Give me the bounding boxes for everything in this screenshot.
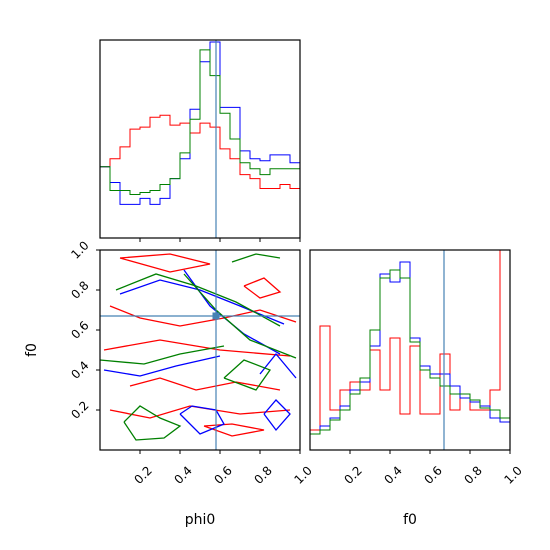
- contour-blue-3: [179, 405, 225, 435]
- contour-green-2: [99, 345, 225, 365]
- contour-green-4: [223, 359, 272, 391]
- histogram-phi0-panel: [99, 39, 301, 242]
- truth-marker: [212, 312, 220, 320]
- hist-phi0-red-step-line: [100, 114, 300, 189]
- y-axis-label-f0: f0: [24, 343, 40, 357]
- contour-red-1: [103, 339, 291, 357]
- phi0-f0-contour-panel: 0.2 0.4 0.6 0.8 1.0 0.2 0.4 0.6 0.8 1.0: [68, 238, 315, 487]
- histogram-f0-panel: 0.2 0.4 0.6 0.8 1.0: [309, 249, 525, 487]
- hist-phi0-green-step-line: [100, 49, 300, 195]
- f0-x-tick-label: 1.0: [501, 463, 524, 486]
- hist-f0-frame: [309, 249, 511, 451]
- f0-x-tick-label: 0.4: [381, 463, 404, 486]
- phi0-x-tick-label: 1.0: [291, 463, 314, 486]
- contour-red-5: [203, 423, 265, 437]
- hist-f0-red-step-line: [310, 249, 510, 431]
- phi0-x-tick-label: 0.8: [251, 463, 274, 486]
- x-axis-label-f0: f0: [403, 512, 417, 528]
- phi0-x-tick-label: 0.6: [211, 463, 234, 486]
- phi0-x-tick-label: 0.2: [131, 463, 154, 486]
- f0-x-tick-label: 0.8: [461, 463, 484, 486]
- contour-blue-4: [263, 399, 291, 432]
- contour-green-5: [231, 253, 281, 263]
- hist-f0-blue-step-line: [310, 261, 510, 435]
- contour-blue-0: [119, 279, 285, 325]
- f0-y-tick-label: 0.2: [68, 398, 91, 421]
- contour-red-4: [129, 377, 281, 391]
- f0-y-tick-label: 0.8: [68, 278, 91, 301]
- contour-green-1: [183, 273, 297, 359]
- hist-f0-green-step-line: [310, 269, 510, 435]
- hist-phi0-frame: [99, 39, 301, 239]
- f0-y-tick-label: 1.0: [68, 238, 91, 261]
- f0-y-tick-label: 0.6: [68, 318, 91, 341]
- contour-red-6: [243, 277, 282, 299]
- contour-green-0: [115, 273, 281, 327]
- x-axis-label-phi0: phi0: [185, 512, 216, 528]
- f0-y-tick-label: 0.4: [68, 358, 91, 381]
- contour-blue-5: [259, 352, 297, 379]
- contour-panel-frame: [99, 249, 301, 451]
- contour-green-3: [123, 405, 182, 441]
- f0-x-tick-label: 0.2: [341, 463, 364, 486]
- phi0-x-tick-label: 0.4: [171, 463, 194, 486]
- contour-blue-2: [103, 355, 221, 377]
- contour-red-3: [109, 405, 291, 419]
- f0-x-tick-label: 0.6: [421, 463, 444, 486]
- contour-red-0: [119, 253, 211, 273]
